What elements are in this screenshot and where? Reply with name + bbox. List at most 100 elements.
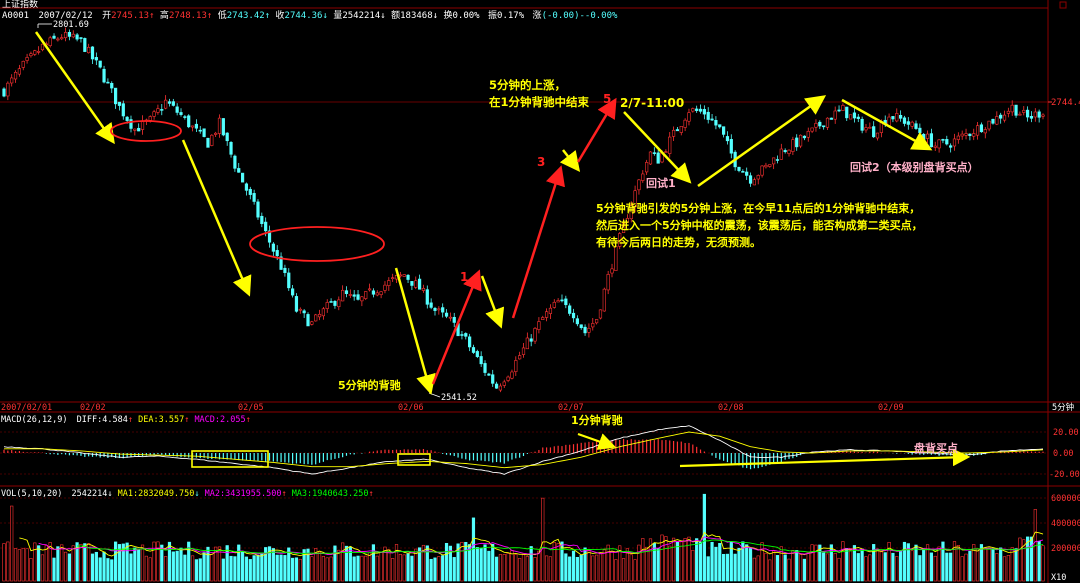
volume-bar bbox=[344, 545, 349, 582]
volume-bar bbox=[537, 550, 541, 582]
candle-body bbox=[271, 243, 275, 252]
volume-bar bbox=[444, 542, 449, 582]
candle-body bbox=[187, 115, 191, 128]
candle-body bbox=[848, 114, 853, 120]
candle-body bbox=[221, 118, 225, 136]
volume-bar bbox=[17, 549, 21, 582]
candle-body bbox=[864, 127, 868, 131]
volume-bar bbox=[841, 541, 845, 582]
candle-body bbox=[37, 51, 41, 53]
candle-body bbox=[506, 376, 510, 381]
volume-bar bbox=[398, 554, 402, 582]
candle-body bbox=[452, 316, 456, 323]
volume-bar bbox=[244, 556, 249, 582]
volume-bar bbox=[645, 546, 649, 582]
volume-bar bbox=[375, 555, 379, 582]
pullback2-label: 回试2（本级别盘背买点） bbox=[850, 160, 979, 174]
candle-body bbox=[772, 157, 776, 165]
volume-bar bbox=[391, 558, 395, 582]
volume-bar bbox=[6, 541, 10, 582]
volume-bar bbox=[891, 552, 895, 582]
volume-ma-lines bbox=[19, 531, 1044, 557]
volume-bar bbox=[90, 553, 95, 582]
volume-bar bbox=[129, 553, 133, 582]
candle-body bbox=[152, 111, 156, 117]
candle-body bbox=[167, 101, 172, 104]
candle-body bbox=[668, 136, 672, 154]
volume-bar bbox=[152, 541, 156, 582]
candle-body bbox=[956, 135, 960, 140]
code-fragment: A0001 bbox=[2, 11, 29, 21]
candle-body bbox=[510, 371, 514, 379]
volume-bar bbox=[795, 550, 799, 582]
volume-bar bbox=[40, 554, 45, 582]
candle-body bbox=[1026, 109, 1030, 118]
volume-bar bbox=[899, 550, 903, 582]
macd-y-tick: -20.00 bbox=[1049, 470, 1080, 480]
high-marker: 2801.69 bbox=[37, 20, 89, 30]
candle-body bbox=[633, 190, 637, 208]
candle-body bbox=[575, 318, 579, 325]
volume-bar bbox=[514, 554, 518, 582]
candle-body bbox=[287, 272, 291, 289]
candle-body bbox=[279, 256, 283, 270]
decline-arrow bbox=[181, 139, 252, 297]
volume-bar bbox=[952, 541, 957, 582]
volume-bar bbox=[872, 544, 876, 582]
volume-bar bbox=[822, 552, 826, 582]
volume-bar bbox=[341, 542, 345, 582]
wave-number: 3 bbox=[537, 155, 545, 169]
volume-bar bbox=[333, 545, 337, 582]
candle-body bbox=[198, 129, 202, 132]
candle-body bbox=[537, 321, 541, 330]
volume-bar bbox=[660, 534, 664, 582]
volume-bar bbox=[1029, 536, 1034, 582]
candle-body bbox=[171, 101, 175, 106]
volume-bar bbox=[287, 547, 291, 582]
volume-bar bbox=[217, 546, 222, 582]
volume-bar bbox=[625, 548, 629, 582]
candle-body bbox=[417, 278, 422, 290]
close-value: 2744.36 bbox=[285, 11, 323, 21]
volume-bar bbox=[506, 553, 510, 582]
volume-bar bbox=[760, 542, 764, 582]
candle-body bbox=[837, 109, 841, 112]
volume-bar bbox=[591, 555, 595, 582]
candle-body bbox=[367, 288, 372, 291]
volume-bar bbox=[167, 541, 172, 582]
volume-bar bbox=[10, 505, 14, 582]
x-tick-label: 02/08 bbox=[718, 403, 744, 413]
candle-body bbox=[868, 126, 872, 129]
volume-bar bbox=[21, 547, 25, 582]
volume-bar bbox=[414, 548, 418, 582]
candle-body bbox=[556, 300, 560, 303]
volume-bar bbox=[656, 548, 660, 582]
volume-bar bbox=[221, 558, 225, 582]
candle-body bbox=[383, 284, 387, 291]
commentary-line: 有待今后两日的走势，无须预测。 bbox=[596, 235, 761, 249]
candle-body bbox=[164, 99, 168, 109]
candle-body bbox=[818, 121, 822, 127]
volume-bar bbox=[568, 556, 572, 582]
svg-text:VOL(5,10,20) 2542214↓: VOL(5,10,20) 2542214↓ MA1:2832049.750↓ M… bbox=[1, 489, 374, 499]
candle-body bbox=[764, 164, 768, 168]
diff-line bbox=[3, 425, 1044, 475]
volume-bar bbox=[133, 547, 137, 582]
volume-bar bbox=[367, 552, 372, 582]
candle-body bbox=[291, 288, 295, 296]
candle-body bbox=[591, 323, 595, 328]
candle-body bbox=[983, 129, 987, 134]
decline-arrow bbox=[394, 267, 436, 395]
candle-body bbox=[441, 307, 445, 313]
volume-bar bbox=[98, 557, 102, 582]
candle-body bbox=[729, 139, 733, 154]
volume-bar bbox=[710, 541, 714, 582]
x-tick-label: 02/07 bbox=[558, 403, 584, 413]
candle-body bbox=[533, 328, 537, 342]
volume-bar bbox=[283, 555, 287, 582]
volume-bar bbox=[860, 548, 864, 582]
volume-bar bbox=[425, 545, 429, 582]
turnover-value: 0.00% bbox=[453, 11, 481, 21]
volume-bar bbox=[498, 554, 503, 582]
